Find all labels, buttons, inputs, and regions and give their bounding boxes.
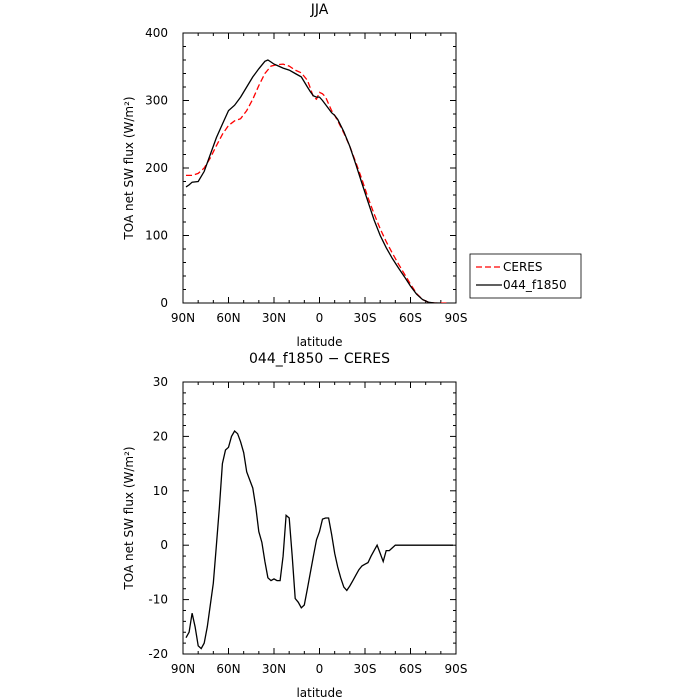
legend: CERES 044_f1850 — [469, 253, 582, 299]
y-tick-label: 200 — [145, 161, 168, 175]
series-line-ceres — [186, 63, 447, 303]
bottom-chart-panel: 90N 60N 30N 0 30S 60S 90S -20 -10 0 10 20 30 044_f185… — [122, 351, 467, 700]
legend-box — [469, 253, 582, 299]
x-tick-label: 60S — [399, 662, 422, 676]
top-chart-panel: 90N 60N 30N 0 30S 60S 90S 0 100 200 300 400 JJA latit… — [122, 2, 582, 349]
y-tick-label: 0 — [160, 538, 168, 552]
series-line-044-f1850 — [185, 59, 441, 303]
x-tick-label: 60N — [216, 311, 240, 325]
legend-label: CERES — [503, 260, 543, 274]
x-tick-label: 60S — [399, 311, 422, 325]
y-tick-label: -20 — [148, 647, 168, 661]
x-axis-label: latitude — [296, 335, 342, 349]
y-tick-label: 100 — [145, 229, 168, 243]
x-tick-label: 30S — [354, 311, 377, 325]
x-tick-label: 90S — [445, 311, 468, 325]
x-tick-label: 30N — [262, 311, 286, 325]
x-tick-label: 0 — [316, 311, 324, 325]
legend-label: 044_f1850 — [503, 278, 567, 292]
y-tick-label: 30 — [153, 375, 168, 389]
x-tick-label: 90N — [171, 662, 195, 676]
y-axis-label: TOA net SW flux (W/m²) — [122, 96, 136, 240]
y-tick-label: 10 — [153, 484, 168, 498]
y-axis-label: TOA net SW flux (W/m²) — [122, 446, 136, 590]
series-line-series-0 — [185, 429, 453, 650]
y-tick-label: -10 — [148, 593, 168, 607]
x-tick-label: 90N — [171, 311, 195, 325]
x-tick-label: 90S — [445, 662, 468, 676]
x-tick-label: 30N — [262, 662, 286, 676]
y-tick-label: 300 — [145, 94, 168, 108]
chart-title: 044_f1850 − CERES — [249, 351, 390, 367]
x-tick-label: 60N — [216, 662, 240, 676]
y-tick-label: 20 — [153, 429, 168, 443]
x-tick-label: 30S — [354, 662, 377, 676]
x-axis-label: latitude — [296, 686, 342, 700]
plot-frame — [182, 32, 457, 304]
chart-title: JJA — [310, 2, 329, 18]
x-tick-label: 0 — [316, 662, 324, 676]
y-tick-label: 400 — [145, 26, 168, 40]
plot-frame — [182, 381, 457, 655]
y-tick-label: 0 — [160, 296, 168, 310]
